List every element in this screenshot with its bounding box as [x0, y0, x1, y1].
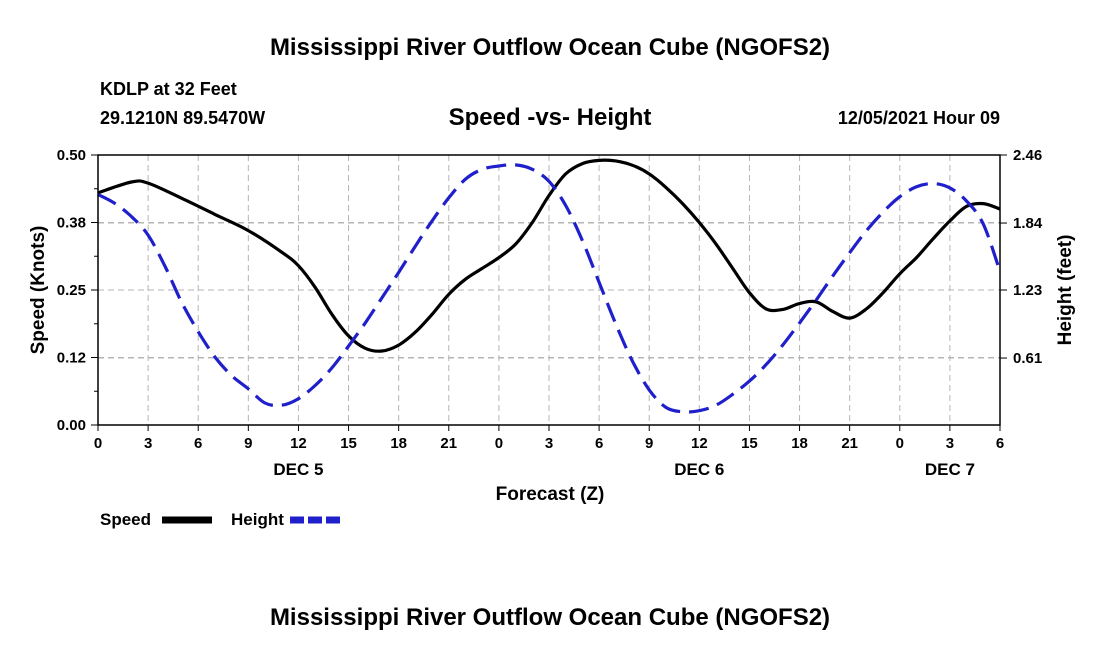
y2-tick-label: 0.61 [1013, 350, 1042, 367]
y2-tick-label: 1.23 [1013, 282, 1042, 299]
y2-tick-label: 1.84 [1013, 215, 1043, 232]
y-tick-label: 0.50 [57, 147, 86, 164]
station-label: KDLP at 32 Feet [100, 79, 237, 99]
y2-tick-label: 2.46 [1013, 147, 1042, 164]
x-tick-label: 0 [495, 435, 503, 452]
chart-subtitle: Speed -vs- Height [449, 104, 652, 131]
legend: Speed Height [100, 510, 342, 529]
day-label: DEC 6 [674, 460, 724, 479]
series-line-speed [97, 158, 1001, 353]
legend-height-label: Height [231, 510, 284, 529]
x-tick-label: 18 [390, 435, 407, 452]
x-tick-label: 6 [194, 435, 202, 452]
series-line-height [97, 163, 1002, 414]
y-axis-label: Speed (Knots) [28, 226, 49, 355]
x-tick-label: 15 [741, 435, 758, 452]
x-tick-label: 0 [896, 435, 904, 452]
y-tick-label: 0.00 [57, 417, 86, 434]
y-tick-label: 0.25 [57, 282, 86, 299]
y2-axis-label: Height (feet) [1055, 235, 1076, 346]
x-tick-label: 9 [645, 435, 653, 452]
x-axis-label: Forecast (Z) [496, 484, 605, 505]
x-tick-label: 12 [691, 435, 708, 452]
chart-title: Mississippi River Outflow Ocean Cube (NG… [270, 34, 830, 61]
x-tick-label: 15 [340, 435, 357, 452]
axes: 0 3 6 9 12 15 18 21 0 3 6 9 12 15 18 21 0 3 6 DEC 5 DEC 6 DEC… [57, 147, 1043, 479]
day-label: DEC 5 [273, 460, 323, 479]
x-tick-label: 12 [290, 435, 307, 452]
x-tick-label: 3 [545, 435, 553, 452]
location-label: 29.1210N 89.5470W [100, 108, 265, 128]
x-tick-label: 0 [94, 435, 102, 452]
footer-title: Mississippi River Outflow Ocean Cube (NG… [270, 604, 830, 631]
series-group [97, 158, 1002, 414]
timestamp-label: 12/05/2021 Hour 09 [838, 108, 1000, 128]
legend-speed-label: Speed [100, 510, 151, 529]
x-tick-label: 21 [440, 435, 457, 452]
x-tick-label: 9 [244, 435, 252, 452]
x-tick-label: 18 [791, 435, 808, 452]
day-label: DEC 7 [925, 460, 975, 479]
x-tick-label: 3 [144, 435, 152, 452]
y-tick-label: 0.38 [57, 215, 86, 232]
x-tick-label: 3 [946, 435, 954, 452]
x-tick-label: 6 [996, 435, 1004, 452]
x-tick-label: 6 [595, 435, 603, 452]
y-tick-label: 0.12 [57, 350, 86, 367]
x-tick-label: 21 [841, 435, 858, 452]
